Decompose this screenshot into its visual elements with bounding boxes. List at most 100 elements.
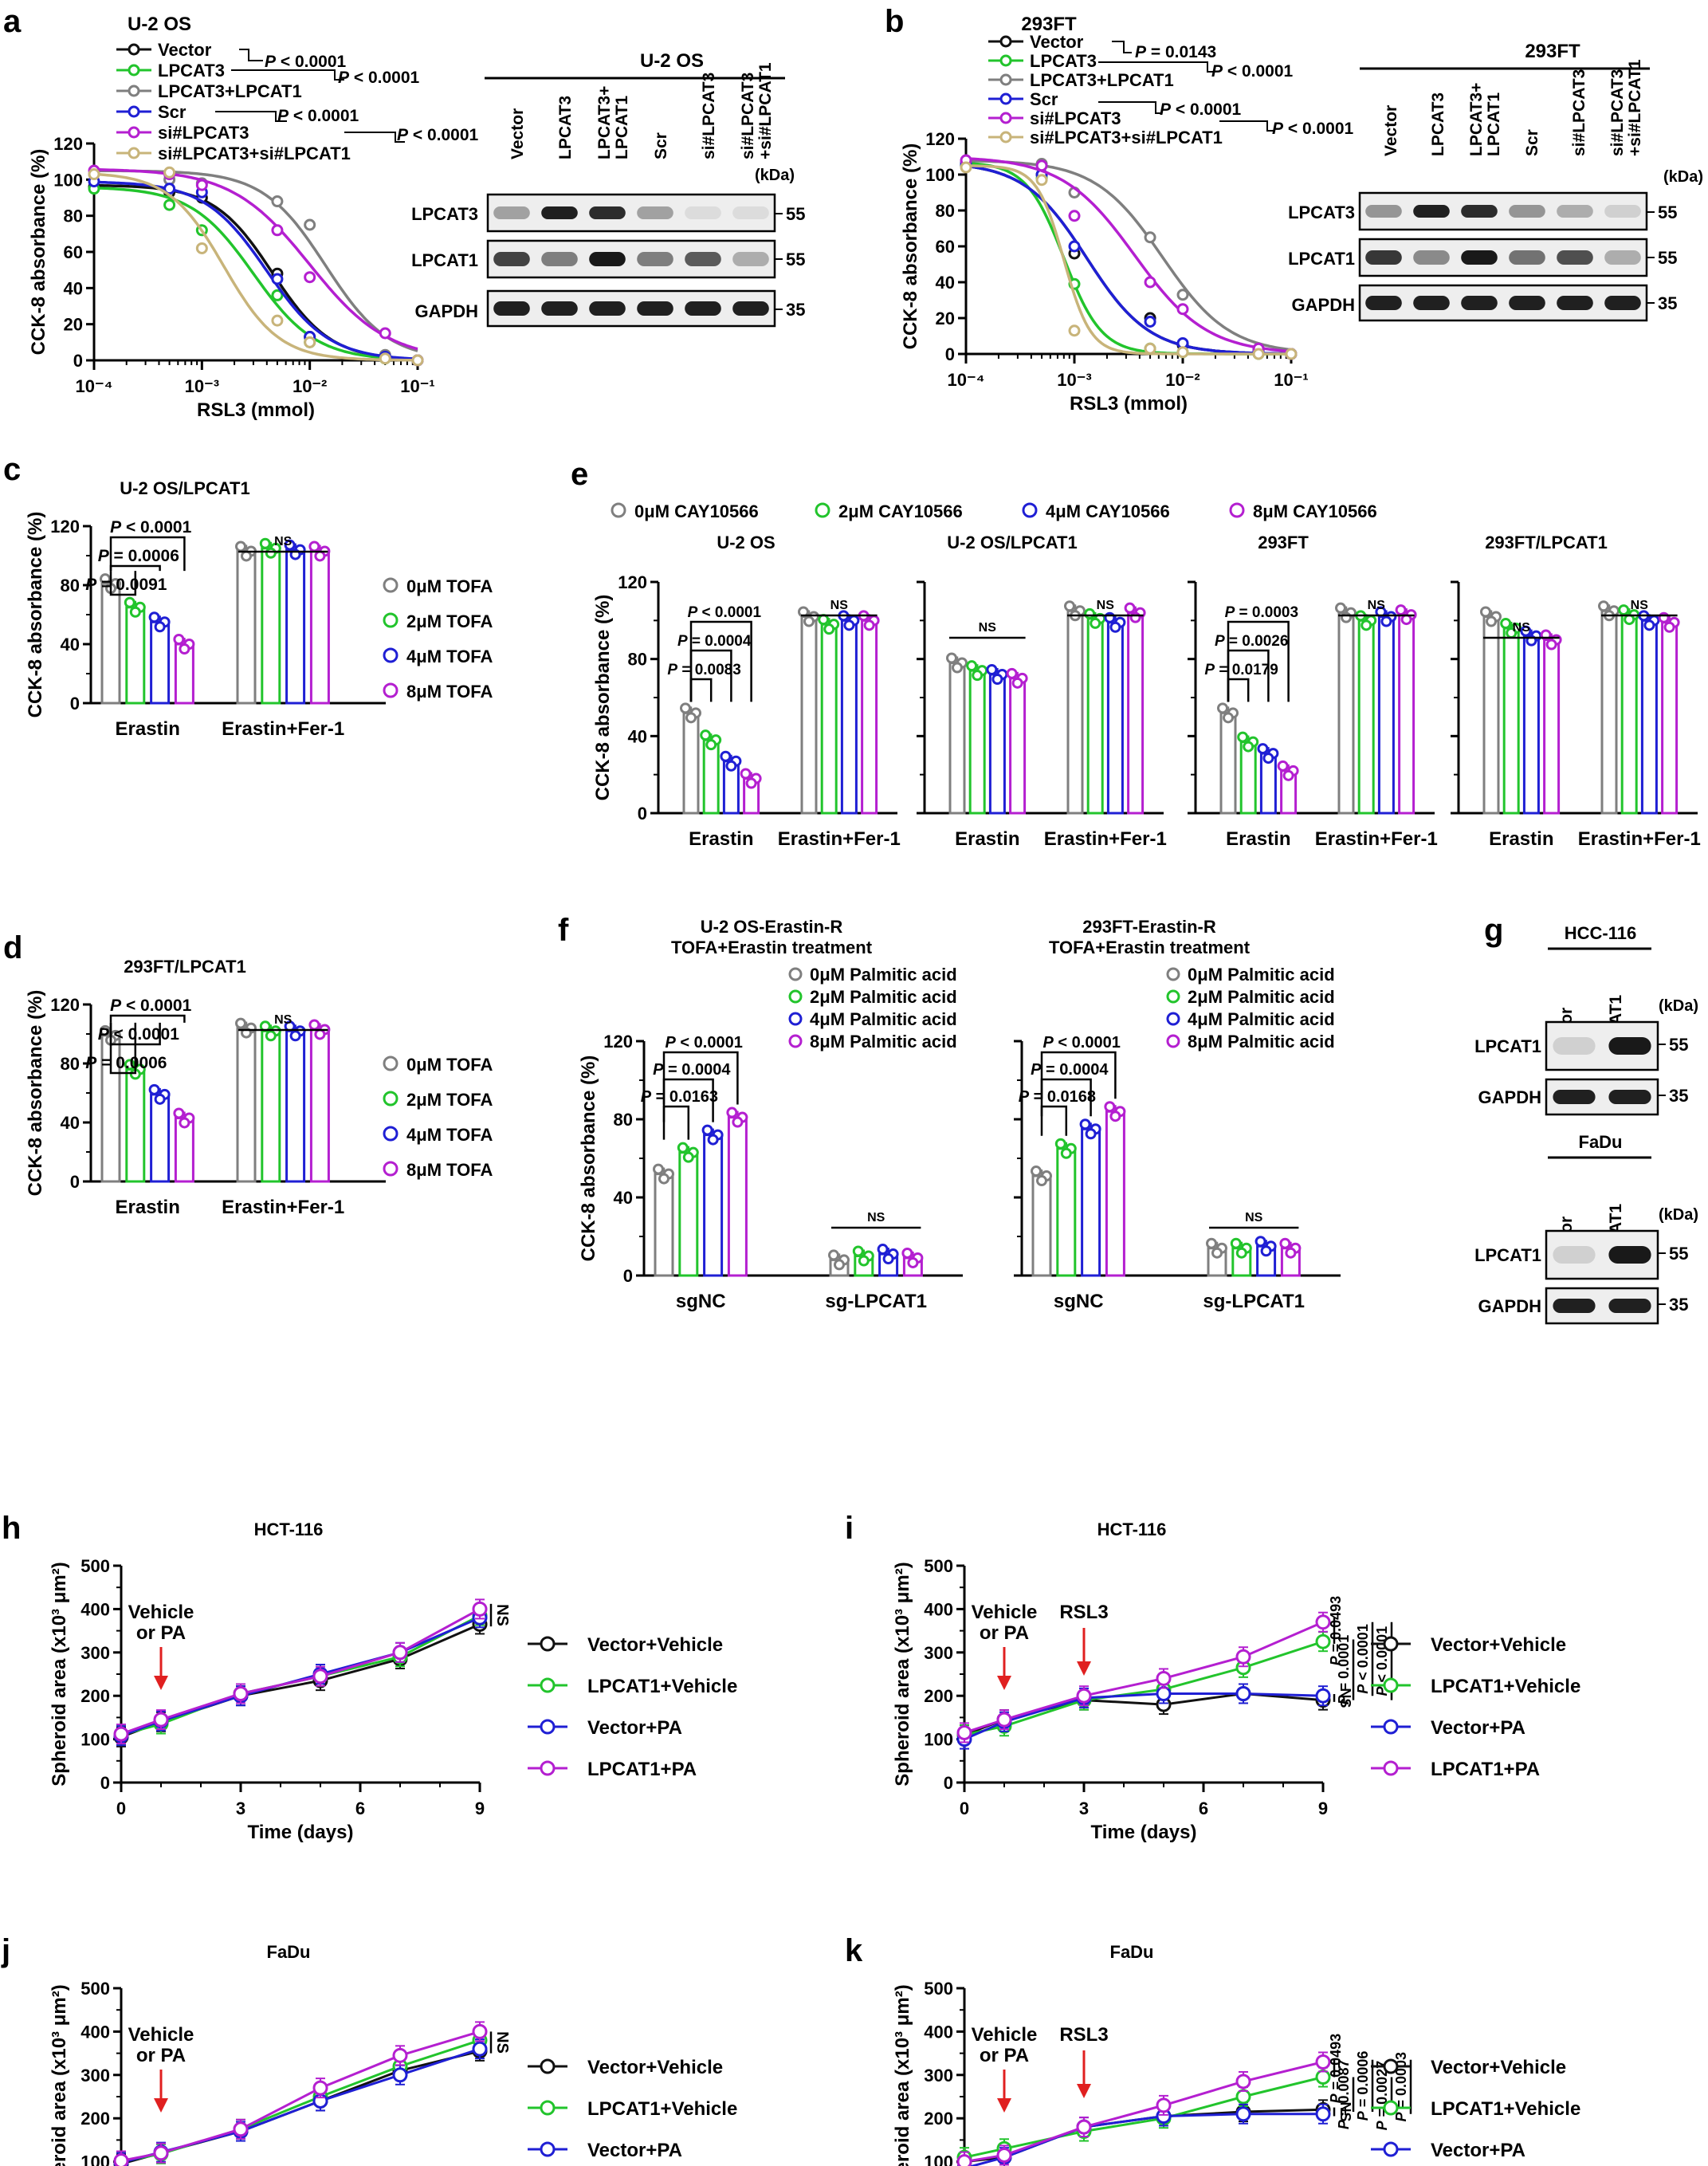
f1-ns-label: NS bbox=[867, 1211, 885, 1225]
e1-y-tick-label: 120 bbox=[618, 572, 647, 592]
i-y-tick-label: 0 bbox=[944, 1773, 953, 1793]
a-point-khaki bbox=[271, 314, 284, 327]
panel-b-blot-title: 293FT bbox=[1525, 41, 1580, 62]
c-dot-magenta bbox=[173, 634, 185, 645]
i-point-magenta bbox=[996, 1712, 1012, 1728]
e3-dot-green bbox=[1243, 741, 1254, 753]
e4-category-label: Erastin bbox=[1489, 828, 1553, 850]
f1-y-tick-label: 80 bbox=[614, 1110, 633, 1130]
b-point-blue bbox=[1068, 240, 1081, 253]
h-legend-swatch-marker bbox=[540, 1636, 556, 1652]
panel-e-legend-label: 0μM CAY10566 bbox=[634, 501, 759, 521]
j-legend-label: Vector+PA bbox=[587, 2140, 682, 2161]
e4-dot-green bbox=[1618, 604, 1630, 616]
k-legend-label: Vector+PA bbox=[1431, 2140, 1525, 2161]
b-point-magenta bbox=[1035, 159, 1048, 172]
c-dot-blue bbox=[284, 539, 296, 551]
panel-a-p-value: P < 0.0001 bbox=[397, 126, 478, 144]
panel-b-legend-label: si#LPCAT3 bbox=[1030, 108, 1121, 128]
f1-sig-bracket bbox=[662, 1078, 714, 1122]
b-point-magenta bbox=[1144, 276, 1156, 289]
k-p-value: P = 0.0087 bbox=[1336, 2059, 1352, 2129]
a-y-label: CCK-8 absorbance (%) bbox=[28, 149, 49, 356]
panel-b-p-bracket bbox=[1098, 61, 1215, 73]
e1-p-value: P = 0.0004 bbox=[677, 633, 752, 650]
i-y-tick-label: 400 bbox=[924, 1599, 953, 1619]
e3-ns-fer1-label: NS bbox=[1368, 599, 1386, 612]
e3-bar-grey bbox=[1219, 711, 1237, 815]
panel-a-title: U-2 OS bbox=[128, 14, 191, 35]
e1-dot-grey bbox=[685, 712, 697, 724]
panel-e-legend-label: 8μM CAY10566 bbox=[1253, 501, 1377, 521]
e1-y-label: CCK-8 absorbance (%) bbox=[592, 595, 614, 801]
e3-dot-grey bbox=[1223, 712, 1234, 724]
d-bar-blue bbox=[150, 1093, 171, 1183]
panel-a-kda: (kDa) bbox=[755, 167, 795, 184]
j-point-blue bbox=[472, 2041, 488, 2057]
e3-dot-blue bbox=[1380, 615, 1392, 627]
e2-dot-blue bbox=[986, 664, 998, 675]
e2-ns-fer1-label: NS bbox=[1097, 599, 1115, 612]
f2-dot-blue bbox=[1085, 1128, 1097, 1140]
panel-b-band bbox=[1509, 296, 1545, 310]
j-y-tick-label: 100 bbox=[80, 2152, 110, 2166]
h-x-tick-label: 9 bbox=[475, 1798, 485, 1818]
panel-f-letter: f bbox=[558, 913, 569, 948]
d-legend-marker bbox=[383, 1126, 399, 1142]
i-legend-swatch-marker bbox=[1383, 1719, 1399, 1735]
f1-y-tick-label: 120 bbox=[603, 1032, 633, 1052]
h-title: HCT-116 bbox=[254, 1519, 324, 1539]
e2-bar-grey bbox=[1066, 609, 1084, 815]
f1-title: TOFA+Erastin treatment bbox=[671, 938, 873, 957]
k-point-magenta bbox=[1076, 2119, 1092, 2135]
j-point-magenta bbox=[472, 2023, 488, 2039]
e3-bar-grey bbox=[1337, 611, 1355, 815]
e1-dot-magenta bbox=[745, 777, 757, 789]
panel-a-band bbox=[685, 252, 721, 266]
panel-b-letter: b bbox=[885, 4, 904, 39]
f1-dot-blue bbox=[877, 1244, 889, 1256]
a-point-green bbox=[163, 199, 176, 211]
panel-g-mw-label: 35 bbox=[1669, 1086, 1688, 1106]
panel-a-p-value: P < 0.0001 bbox=[338, 69, 419, 87]
b-point-grey bbox=[1176, 289, 1189, 301]
panel-g-band-label: GAPDH bbox=[1478, 1087, 1541, 1107]
e2-dot-grey bbox=[952, 662, 963, 674]
panel-b-lane-label: +si#LPCAT1 bbox=[1626, 59, 1644, 156]
panel-b-band bbox=[1604, 205, 1641, 218]
c-legend-marker bbox=[383, 577, 399, 593]
panel-a-band bbox=[732, 301, 769, 316]
i-title: HCT-116 bbox=[1097, 1519, 1167, 1539]
c-dot-grey bbox=[100, 573, 111, 585]
f1-legend-marker bbox=[788, 1012, 803, 1026]
f2-dot-blue bbox=[1079, 1118, 1091, 1130]
f2-sig-bracket bbox=[1040, 1078, 1092, 1117]
k-letter: k bbox=[845, 1933, 863, 1968]
e2-dot-green bbox=[966, 660, 978, 672]
f2-dot-magenta bbox=[1279, 1237, 1291, 1249]
panel-a-lane-label: Vector bbox=[508, 108, 527, 159]
i-legend-swatch-marker bbox=[1383, 1760, 1399, 1776]
d-legend-label: 0μM TOFA bbox=[406, 1055, 493, 1075]
panel-b-blot-frame bbox=[1358, 191, 1648, 231]
d-dot-grey bbox=[100, 1024, 111, 1036]
e2-dot-magenta bbox=[1006, 667, 1018, 679]
f2-dot-magenta bbox=[1285, 1247, 1297, 1259]
b-curve-blue bbox=[965, 164, 1291, 356]
d-dot-magenta bbox=[173, 1107, 185, 1119]
k-y-tick-label: 400 bbox=[924, 2022, 953, 2042]
e1-dot-blue bbox=[720, 750, 732, 762]
panel-e-legend-marker bbox=[1022, 502, 1038, 518]
b-y-tick-label: 40 bbox=[936, 273, 955, 293]
e4-dot-grey bbox=[1480, 606, 1491, 618]
e2-dot-grey bbox=[946, 652, 957, 664]
c-y-label: CCK-8 absorbance (%) bbox=[25, 512, 46, 718]
panel-a-band bbox=[685, 301, 721, 316]
e2-dot-blue bbox=[1109, 621, 1121, 633]
b-y-label: CCK-8 absorbance (%) bbox=[900, 143, 921, 350]
panel-b-p-value: P < 0.0001 bbox=[1211, 62, 1293, 81]
a-y-tick-label: 120 bbox=[53, 134, 83, 154]
e3-bar-green bbox=[1357, 619, 1375, 815]
d-p-value: P = 0.0006 bbox=[85, 1054, 167, 1072]
e2-dot-green bbox=[1084, 607, 1096, 619]
